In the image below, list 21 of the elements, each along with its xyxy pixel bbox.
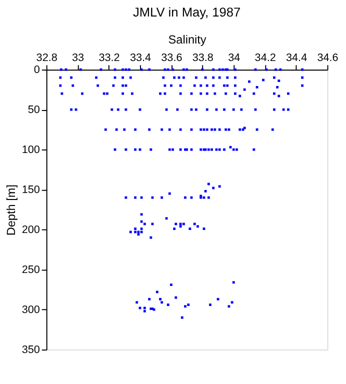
x-tick-label: 34.4 [286,52,308,64]
y-axis-title: Depth [m] [4,184,18,236]
x-tick-label: 33.8 [192,52,214,64]
x-tick-label: 33.2 [98,52,120,64]
y-tick-label: 300 [22,304,40,316]
y-tick-label: 100 [22,144,40,156]
chart-title: JMLV in May, 1987 [132,4,241,20]
y-tick-label: 200 [22,224,40,236]
y-tick-label: 150 [22,184,40,196]
x-tick-label: 34 [228,52,240,64]
y-tick-label: 50 [28,104,40,116]
x-tick-label: 32.8 [36,52,58,64]
x-tick-label: 34.2 [254,52,276,64]
x-tick-label: 33.6 [161,52,182,64]
x-tick-label: 33 [72,52,84,64]
y-tick-label: 250 [22,264,40,276]
x-tick-label: 34.6 [317,52,338,64]
y-tick-label: 0 [34,64,40,76]
x-tick-label: 33.4 [130,52,152,64]
y-tick-label: 350 [22,344,40,356]
x-axis-title: Salinity [168,32,206,46]
